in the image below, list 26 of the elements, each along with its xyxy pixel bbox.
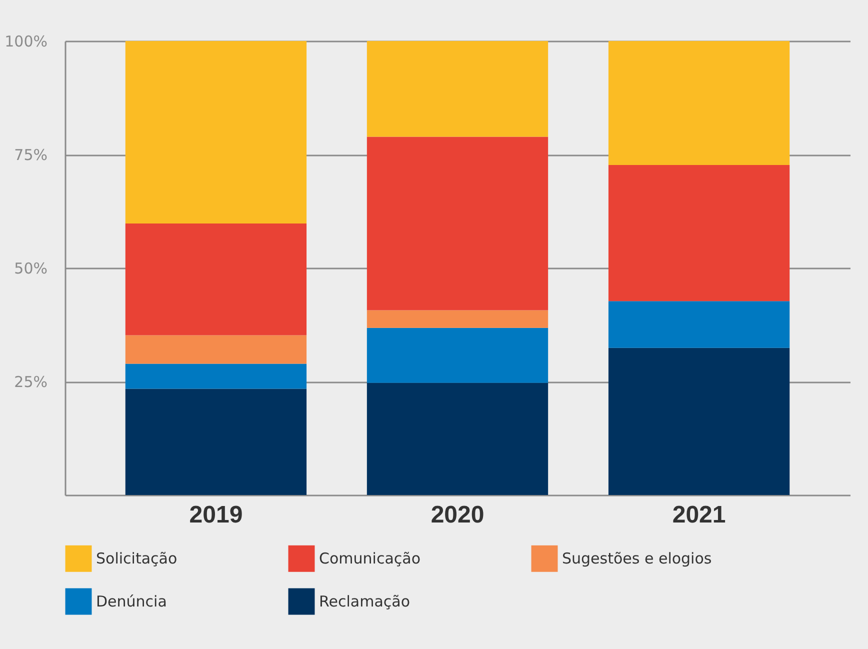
y-tick-label: 75%: [14, 146, 48, 164]
bar: [608, 348, 790, 495]
x-tick-label: 2019: [189, 502, 243, 528]
bar: [125, 364, 307, 389]
bar: [125, 224, 307, 336]
bar: [366, 310, 548, 328]
x-tick-label: 2020: [430, 502, 484, 528]
bar: [366, 382, 548, 495]
bar: [125, 335, 307, 364]
bar: [366, 41, 548, 137]
legend-label: Sugestões e elogios: [562, 550, 712, 568]
legend-label: Denúncia: [96, 592, 167, 610]
bar: [608, 41, 790, 165]
legend-label: Reclamação: [319, 592, 410, 610]
legend-label: Comunicação: [319, 550, 420, 568]
bar: [608, 164, 790, 302]
y-tick-label: 100%: [4, 32, 48, 50]
bar: [125, 388, 307, 495]
x-tick-label: 2021: [672, 502, 726, 528]
bar: [608, 301, 790, 348]
legend-label: Solicitação: [96, 550, 178, 568]
bar: [125, 41, 307, 224]
bar: [366, 328, 548, 383]
y-tick-label: 50%: [14, 260, 48, 278]
y-tick-label: 25%: [14, 373, 48, 391]
bar: [366, 136, 548, 310]
